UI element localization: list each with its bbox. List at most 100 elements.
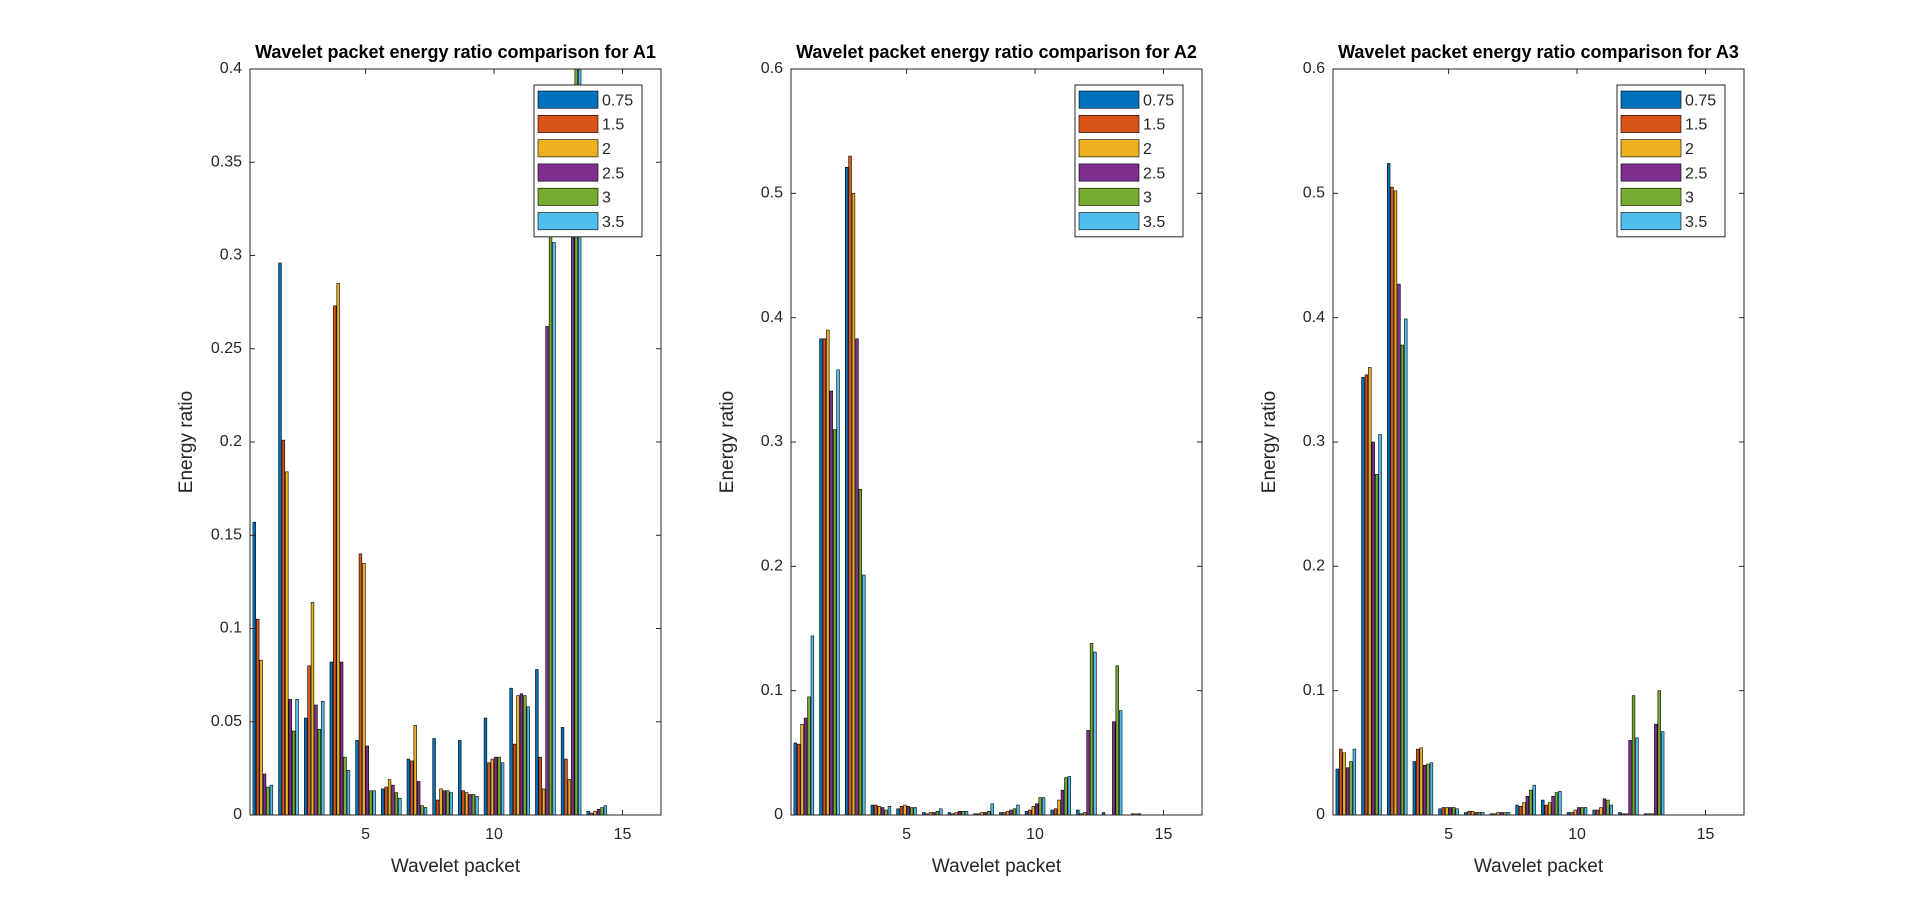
bar bbox=[810, 635, 815, 815]
bar bbox=[1393, 190, 1398, 815]
bar bbox=[487, 762, 491, 815]
x-tick-label: 10 bbox=[485, 826, 503, 843]
bar bbox=[903, 804, 907, 815]
bar bbox=[1419, 747, 1423, 815]
legend-swatch bbox=[1078, 90, 1140, 109]
y-tick-label: 0.1 bbox=[220, 620, 242, 637]
bar bbox=[278, 262, 282, 815]
bar bbox=[906, 805, 910, 815]
legend-swatch bbox=[1078, 187, 1140, 206]
y-tick-label: 0.05 bbox=[211, 713, 242, 730]
legend-label: 0.75 bbox=[1143, 92, 1174, 109]
legend-label: 1.5 bbox=[1685, 117, 1707, 134]
bar bbox=[509, 687, 513, 815]
x-axis-label: Wavelet packet bbox=[391, 856, 521, 877]
bar bbox=[1031, 805, 1035, 815]
bar bbox=[365, 745, 369, 815]
x-tick-label: 15 bbox=[1155, 826, 1173, 843]
chart-panel: 0 0.1 0.2 0.3 0.4 0.5 0.6 5 10 15 Wavelet packet e… bbox=[717, 42, 1203, 877]
y-tick-label: 0 bbox=[233, 806, 242, 823]
bar bbox=[603, 805, 608, 815]
y-tick-label: 0 bbox=[774, 806, 783, 823]
bar bbox=[269, 784, 274, 815]
bar bbox=[519, 693, 524, 815]
legend-box bbox=[1616, 84, 1726, 238]
bar bbox=[1654, 723, 1658, 815]
bar bbox=[329, 661, 334, 815]
bar bbox=[471, 794, 476, 815]
legend-label: 1.5 bbox=[1143, 117, 1165, 134]
bar bbox=[295, 699, 299, 815]
bar bbox=[1558, 791, 1562, 815]
bar bbox=[822, 338, 827, 815]
legend-label: 3 bbox=[1143, 190, 1152, 207]
bar bbox=[862, 574, 866, 815]
legend-swatch bbox=[1620, 115, 1682, 133]
bar bbox=[1364, 374, 1369, 815]
bar bbox=[291, 730, 296, 815]
bar bbox=[1551, 796, 1555, 815]
bar bbox=[564, 758, 568, 815]
bar bbox=[1416, 748, 1420, 815]
bar bbox=[497, 756, 501, 815]
bar bbox=[1041, 797, 1046, 815]
chart-title: Wavelet packet energy ratio comparison f… bbox=[255, 42, 656, 62]
bar bbox=[832, 429, 837, 815]
legend-swatch bbox=[537, 139, 599, 158]
bar bbox=[475, 796, 479, 815]
bar bbox=[877, 805, 881, 815]
bar bbox=[1452, 807, 1456, 815]
y-tick-label: 0.2 bbox=[1303, 558, 1325, 575]
bar bbox=[1445, 807, 1449, 815]
bar bbox=[516, 695, 520, 815]
bar bbox=[1093, 651, 1097, 815]
bar bbox=[586, 810, 590, 815]
bar bbox=[442, 790, 447, 815]
bar bbox=[884, 809, 888, 815]
chart-panel: 0 0.05 0.1 0.15 0.2 0.25 0.3 0.35 0.4 5 10 15 Wavele… bbox=[176, 42, 662, 877]
bar bbox=[1404, 318, 1408, 815]
bar bbox=[523, 695, 527, 815]
bar bbox=[432, 738, 436, 815]
y-tick-label: 0.4 bbox=[220, 60, 242, 77]
bar bbox=[310, 602, 315, 815]
bar bbox=[1112, 721, 1116, 815]
bar bbox=[446, 790, 450, 815]
bar bbox=[387, 779, 392, 815]
bar bbox=[552, 242, 556, 815]
y-tick-label: 0.3 bbox=[1303, 433, 1325, 450]
bar bbox=[858, 488, 863, 815]
bar bbox=[1361, 377, 1365, 815]
legend-label: 0.75 bbox=[602, 92, 633, 109]
bar bbox=[826, 329, 830, 815]
legend: 0.75 1.5 2 2.5 3 3.5 bbox=[533, 84, 643, 238]
bar bbox=[262, 773, 267, 815]
bar bbox=[1053, 808, 1058, 815]
bar bbox=[899, 805, 904, 815]
x-axis-label: Wavelet packet bbox=[1474, 856, 1604, 877]
bar bbox=[1602, 798, 1607, 815]
bar bbox=[1547, 802, 1552, 815]
legend-label: 2 bbox=[602, 141, 611, 158]
bar bbox=[939, 808, 943, 815]
bar bbox=[461, 790, 465, 815]
bar bbox=[1522, 802, 1526, 815]
legend: 0.75 1.5 2 2.5 3 3.5 bbox=[1074, 84, 1184, 238]
bar bbox=[961, 810, 965, 815]
bar bbox=[1115, 665, 1119, 815]
bar bbox=[346, 769, 351, 815]
bar bbox=[307, 665, 311, 815]
bar bbox=[1057, 799, 1061, 815]
bar bbox=[439, 788, 443, 815]
legend-label: 2.5 bbox=[1143, 165, 1165, 182]
legend-label: 0.75 bbox=[1685, 92, 1716, 109]
y-tick-label: 0.2 bbox=[761, 558, 783, 575]
bar bbox=[266, 786, 270, 815]
bar bbox=[1118, 710, 1123, 815]
bar bbox=[1086, 730, 1090, 815]
y-tick-label: 0 bbox=[1316, 806, 1325, 823]
bar bbox=[851, 193, 856, 815]
bar bbox=[1595, 809, 1600, 815]
y-tick-label: 0.2 bbox=[220, 433, 242, 450]
bars bbox=[252, 69, 608, 815]
